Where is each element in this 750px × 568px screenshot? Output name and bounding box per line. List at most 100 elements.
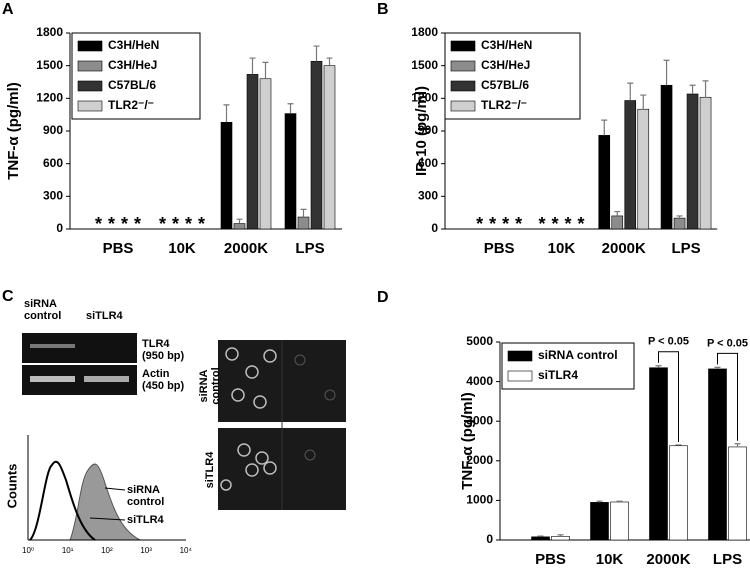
gel-band-label: Actin (450 bp) (142, 368, 185, 392)
error-bar (734, 443, 741, 447)
legend-label: TLR2⁻/⁻ (108, 98, 154, 112)
error-bar (601, 119, 608, 136)
legend-label: C3H/HeJ (108, 58, 157, 72)
bar (708, 368, 727, 541)
y-tick-label: 0 (486, 532, 493, 546)
bar (728, 446, 747, 541)
error-bar (627, 82, 634, 101)
legend-label: C3H/HeN (108, 38, 159, 52)
value-label: * (515, 214, 522, 234)
bar (284, 113, 297, 230)
error-bar (262, 61, 269, 79)
gel-lane-label: siTLR4 (86, 310, 123, 322)
x-tick-label: 10K (596, 551, 624, 568)
x-ticks: 10⁰ 10¹ 10² 10³ 10⁴ (22, 545, 192, 557)
bar (323, 65, 336, 230)
value-label: * (172, 214, 179, 234)
bar (531, 536, 550, 541)
legend-swatch (77, 80, 103, 92)
panel-label: D (377, 289, 389, 306)
x-tick-label: LPS (671, 240, 700, 257)
error-bar (557, 534, 564, 537)
y-tick-label: 2000 (466, 453, 493, 467)
value-label: * (121, 214, 128, 234)
x-tick-label: 2000K (224, 240, 268, 257)
annotation: P < 0.05 (648, 336, 689, 348)
value-label: * (159, 214, 166, 234)
legend-box (501, 342, 635, 390)
y-tick-label: 1800 (411, 25, 438, 39)
x-tick-label: 2000K (602, 240, 646, 257)
y-tick-label: 1500 (411, 58, 438, 72)
legend-swatch (450, 80, 476, 92)
bar (551, 536, 570, 541)
x-tick-label: PBS (103, 240, 134, 257)
bar (611, 215, 624, 230)
y-tick-label: 300 (43, 189, 63, 203)
value-label: * (198, 214, 205, 234)
gel-band-label: TLR4 (950 bp) (142, 338, 185, 362)
bar (590, 502, 609, 541)
value-label: * (502, 214, 509, 234)
error-bar (663, 59, 670, 86)
error-bar (655, 365, 662, 368)
x-tick-label: LPS (713, 551, 742, 568)
curve-label: siTLR4 (127, 514, 164, 526)
row-label: siRNA control (198, 367, 222, 405)
bar (649, 367, 668, 541)
panel-label: B (377, 1, 389, 18)
bar (220, 121, 233, 230)
legend-swatch (77, 60, 103, 72)
significance-bracket (717, 352, 738, 441)
bar (637, 108, 650, 230)
error-bar (616, 500, 623, 502)
y-tick-label: 1800 (36, 25, 63, 39)
y-tick-label: 3000 (466, 413, 493, 427)
legend-swatch (450, 60, 476, 72)
legend-swatch (507, 370, 533, 382)
y-tick-label: 4000 (466, 374, 493, 388)
y-tick-label: 600 (43, 156, 63, 170)
x-tick-label: 10⁰ (22, 546, 35, 555)
x-tick-label: 10K (548, 240, 576, 257)
legend-label: siRNA control (538, 348, 618, 362)
curve-label: siRNA control (127, 484, 165, 508)
y-tick-label: 900 (43, 123, 63, 137)
y-tick-label: 1000 (466, 493, 493, 507)
x-tick-label: PBS (535, 551, 566, 568)
legend-swatch (77, 100, 103, 112)
bar (673, 217, 686, 230)
gel-lane-label: siRNA control (24, 298, 62, 322)
panel-label: A (2, 1, 14, 18)
value-label: * (95, 214, 102, 234)
legend-swatch (507, 350, 533, 362)
legend-label: siTLR4 (538, 368, 578, 382)
error-bar (326, 57, 333, 66)
value-label: * (185, 214, 192, 234)
error-bar (640, 94, 647, 110)
error-bar (714, 366, 721, 369)
y-axis-label: IP-10 (pg/ml) (413, 86, 430, 176)
value-label: * (134, 214, 141, 234)
error-bar (689, 84, 696, 94)
bar (246, 74, 259, 230)
legend-label: C3H/HeJ (481, 58, 530, 72)
bar (259, 78, 272, 230)
bar (598, 135, 611, 230)
value-label: * (564, 214, 571, 234)
y-tick-label: 300 (418, 189, 438, 203)
error-bar (596, 500, 603, 503)
y-tick-label: 0 (431, 221, 438, 235)
legend-swatch (450, 100, 476, 112)
y-tick-label: 5000 (466, 334, 493, 348)
significance-bracket (658, 351, 679, 442)
y-tick-label: 1200 (411, 91, 438, 105)
x-tick-label: 10⁴ (179, 546, 192, 555)
error-bar (249, 57, 256, 75)
bar (310, 61, 323, 230)
x-tick-label: 10² (101, 546, 113, 555)
bar (669, 445, 688, 541)
error-bar (287, 103, 294, 114)
panel-label: C (2, 288, 14, 305)
